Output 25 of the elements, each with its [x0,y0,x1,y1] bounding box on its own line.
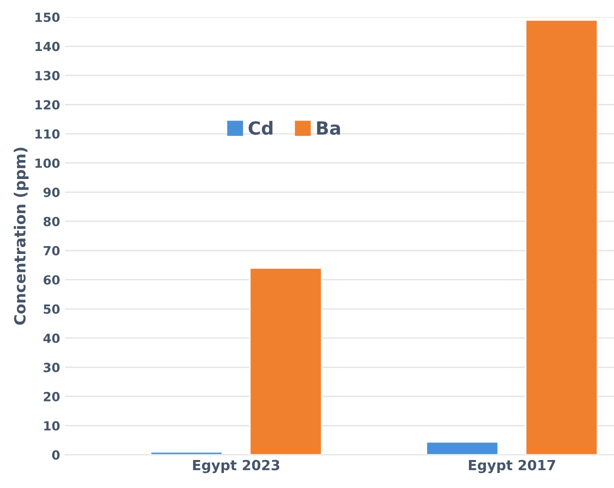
y-tick-label: 80 [44,216,60,226]
y-tick-label: 50 [44,304,60,314]
y-tick-label: 130 [36,70,60,80]
bar [525,19,598,455]
y-axis-title: Concentration (ppm) [14,148,29,325]
y-tick-label: 0 [52,450,60,460]
y-tick-label: 100 [36,158,60,168]
y-tick-label: 20 [44,392,60,402]
y-tick-label: 120 [36,100,60,110]
y-tick-label: 30 [44,362,60,372]
y-tick-label: 70 [44,246,60,256]
x-tick-label: Egypt 2017 [468,460,556,474]
bar [150,451,224,455]
bar [426,441,499,455]
y-tick-label: 10 [44,421,60,431]
x-tick-label: Egypt 2023 [193,460,280,474]
bar [249,267,322,455]
legend-label: Ba [317,121,340,135]
y-tick-label: 60 [44,275,60,285]
legend-label: Cd [248,120,272,135]
y-tick-label: 140 [36,42,60,52]
y-tick-label: 150 [36,12,60,22]
y-tick-label: 90 [43,188,60,198]
y-tick-label: 40 [43,334,60,344]
y-tick-label: 110 [36,129,60,139]
